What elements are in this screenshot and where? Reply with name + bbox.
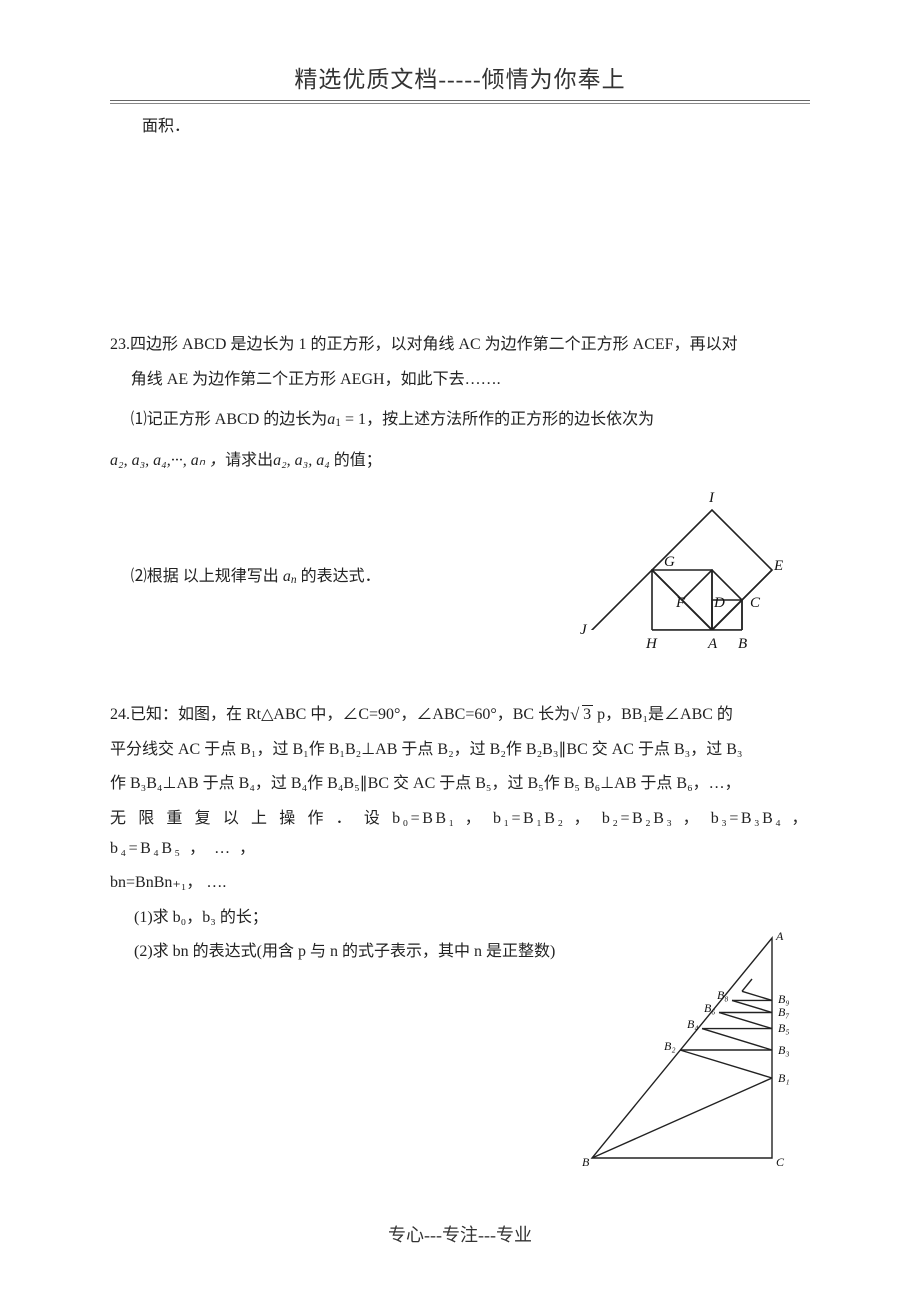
fig23-label-D: D: [713, 595, 725, 611]
q23-seq: a₂, a₃, a₄,···, aₙ ，: [110, 452, 225, 469]
fig24-label-B1: B₁: [778, 1071, 790, 1085]
footer-text: 专心---专注---专业: [0, 1221, 920, 1247]
fig24-label-C: C: [776, 1155, 785, 1169]
q23-eq: = 1: [341, 411, 366, 428]
q24-line4: 无 限 重 复 以 上 操 作 ． 设 b₀=BB₁ ， b₁=B₁B₂ ， b…: [110, 804, 810, 865]
sqrt-3: 3: [570, 700, 593, 730]
q23-sub2-suffix: 的表达式．: [297, 568, 381, 585]
q23-expr-mid: 请求出: [225, 452, 273, 469]
fig23-label-G: G: [664, 554, 675, 570]
fig24-label-B8: B₈: [717, 988, 729, 1002]
q23-line1: 23.四边形 ABCD 是边长为 1 的正方形，以对角线 AC 为边作第二个正方…: [110, 330, 810, 360]
sqrt-radicand: 3: [582, 705, 593, 723]
fig24-label-B9: B₉: [778, 992, 790, 1006]
fig24-label-B7: B₇: [778, 1005, 790, 1019]
q23-vals: a₂, a₃, a₄: [273, 452, 330, 469]
q22-tail: 面积．: [110, 112, 810, 142]
q23-sub1: ⑴记正方形 ABCD 的边长为a1 = 1，按上述方法所作的正方形的边长依次为: [110, 405, 810, 435]
q23-sub2-prefix: ⑵根据 以上规律写出: [131, 568, 283, 585]
fig24-label-B4: B₄: [687, 1017, 699, 1031]
q23-expr-end: 的值；: [330, 452, 382, 469]
q23-line2: 角线 AE 为边作第二个正方形 AEGH，如此下去…….: [110, 365, 810, 395]
q24-line1a: 24.已知：如图，在 Rt△ABC 中，∠C=90°，∠ABC=60°，BC 长…: [110, 706, 570, 723]
q24-line2: 平分线交 AC 于点 B₁，过 B₁作 B₁B₂⊥AB 于点 B₂，过 B₂作 …: [110, 735, 810, 765]
q23-sub1-prefix: ⑴记正方形 ABCD 的边长为: [131, 411, 327, 428]
q23-sub1-suffix: ，按上述方法所作的正方形的边长依次为: [366, 411, 654, 428]
fig24-label-B2: B₂: [664, 1039, 676, 1053]
header-rule: [110, 100, 810, 102]
figure-24: A B C B₁ B₂ B₃ B₄ B₅ B₆ B₇ B₈ B₉: [572, 928, 812, 1178]
fig23-label-C: C: [750, 595, 761, 611]
fig23-label-I: I: [708, 490, 715, 506]
fig24-label-B: B: [582, 1155, 590, 1169]
q23-an: a: [283, 568, 291, 585]
fig24-label-A: A: [775, 929, 784, 943]
page-header: 精选优质文档-----倾情为你奉上: [110, 60, 810, 102]
fig23-label-F: F: [675, 595, 686, 611]
q24-line1b: p，BB₁是∠ABC 的: [593, 706, 733, 723]
fig24-label-B6: B₆: [704, 1001, 716, 1015]
q24-line1: 24.已知：如图，在 Rt△ABC 中，∠C=90°，∠ABC=60°，BC 长…: [110, 700, 810, 730]
fig24-label-B5: B₅: [778, 1021, 790, 1035]
fig23-label-B: B: [738, 636, 747, 652]
fig23-label-H: H: [645, 636, 658, 652]
q24-line3: 作 B₃B₄⊥AB 于点 B₄，过 B₄作 B₄B₅∥BC 交 AC 于点 B₅…: [110, 769, 810, 799]
page-footer: 专心---专注---专业: [0, 1221, 920, 1247]
q24-line5: bn=BnBn₊₁， ….: [110, 868, 810, 898]
fig23-label-A: A: [707, 636, 718, 652]
fig23-label-E: E: [773, 558, 783, 574]
fig24-label-B3: B₃: [778, 1043, 790, 1057]
header-title: 精选优质文档-----倾情为你奉上: [110, 60, 810, 94]
figure-23: I J G E F D C H A B: [542, 470, 812, 660]
